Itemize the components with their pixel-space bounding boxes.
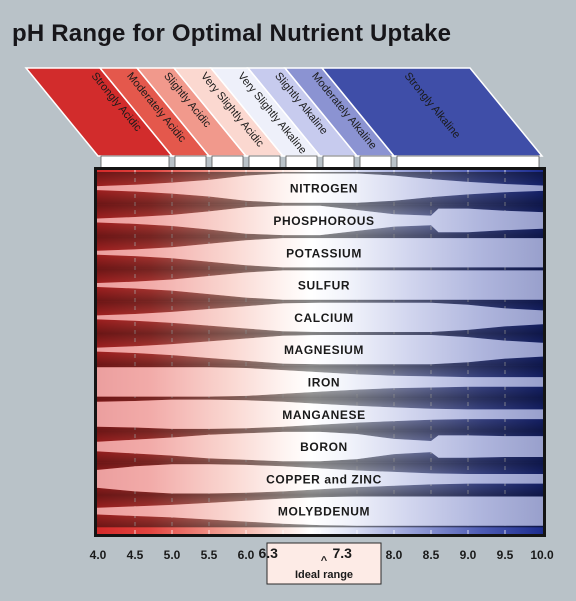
ph-tick-label: 4.0 (90, 548, 107, 562)
nutrient-availability-highlight (97, 205, 543, 236)
nutrient-bands: NITROGEN PHOSPHOROUS POTASSIUM SULFUR CALCIU… (97, 172, 543, 528)
ph-tick-label: 5.5 (201, 548, 218, 562)
chart-title: pH Range for Optimal Nutrient Uptake (12, 20, 452, 47)
category-tab (100, 155, 170, 169)
category-tab (285, 155, 318, 169)
ideal-caret-icon: ^ (321, 555, 328, 567)
nutrient-label: NITROGEN (290, 182, 358, 196)
category-tabs (100, 155, 540, 169)
plot-frame (94, 167, 546, 537)
category-tab (174, 155, 207, 169)
ph-tick-label: 6.3 (258, 545, 278, 561)
nutrient-label: BORON (300, 440, 348, 454)
ph-tick-label: 9.5 (497, 548, 514, 562)
ph-tick-label: 6.0 (238, 548, 255, 562)
category-tab (211, 155, 244, 169)
ph-tick-label: 8.0 (386, 548, 403, 562)
nutrient-availability-highlight (97, 496, 543, 526)
nutrient-label: MANGANESE (282, 408, 365, 422)
ph-tick-label: 4.5 (127, 548, 144, 562)
nutrient-label: IRON (308, 375, 340, 389)
nutrient-availability-highlight (97, 238, 543, 268)
ph-category-band (320, 67, 544, 157)
nutrient-availability-highlight (97, 270, 543, 300)
nutrient-label: SULFUR (298, 279, 350, 293)
nutrient-label: POTASSIUM (286, 246, 362, 260)
nutrient-availability-highlight (97, 464, 543, 494)
nutrient-label: PHOSPHOROUS (273, 214, 374, 228)
ideal-range-box (266, 542, 382, 585)
nutrient-label: CALCIUM (294, 311, 354, 325)
nutrient-label: MAGNESIUM (284, 343, 364, 357)
nutrient-availability-highlight (97, 335, 543, 365)
category-tab (248, 155, 281, 169)
nutrient-availability-highlight (97, 302, 543, 332)
ph-tick-label: 9.0 (460, 548, 477, 562)
nutrient-label: MOLYBDENUM (278, 505, 370, 519)
category-tab (359, 155, 392, 169)
ph-tick-labels: 4.0 4.5 5.0 5.5 6.0 6.3 7.3 8.0 8.5 9.0 9.5 10.0 (90, 545, 554, 562)
nutrient-availability-highlight (97, 173, 543, 203)
category-tab (322, 155, 355, 169)
ph-tick-label: 8.5 (423, 548, 440, 562)
nutrient-availability-highlight (97, 367, 543, 397)
nutrient-availability-highlight (97, 399, 543, 429)
ph-tick-label: 10.0 (530, 548, 554, 562)
nutrient-availability-highlight (97, 431, 543, 462)
category-tab (396, 155, 540, 169)
ph-tick-label: 7.3 (332, 545, 352, 561)
ph-tick-label: 5.0 (164, 548, 181, 562)
nutrient-label: COPPER and ZINC (266, 472, 382, 486)
ideal-range-label: Ideal range (295, 569, 353, 581)
